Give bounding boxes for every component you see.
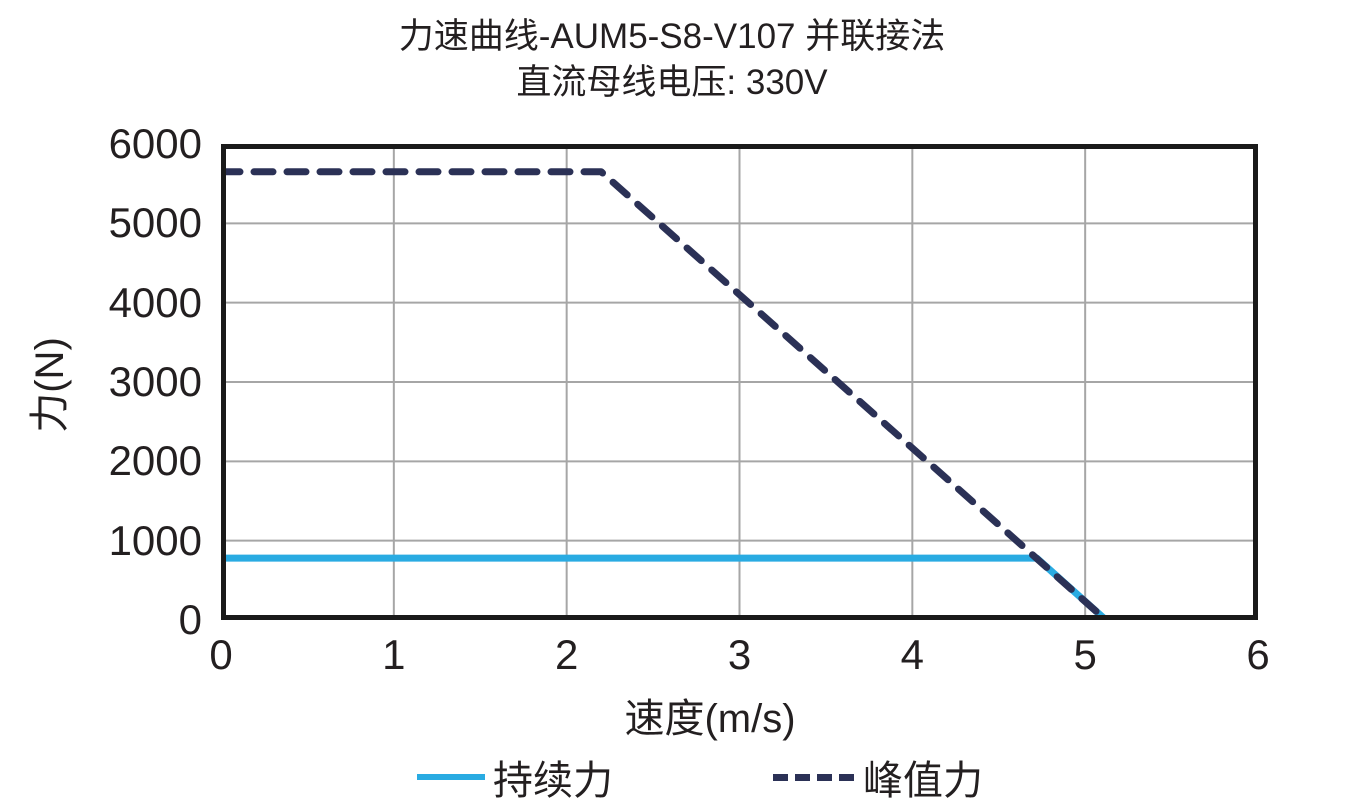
x-tick-label: 2 bbox=[554, 631, 579, 678]
y-axis-ticks: 0 1000 2000 3000 4000 5000 6000 bbox=[0, 123, 202, 641]
y-tick-label: 6000 bbox=[108, 120, 202, 167]
x-tick-label: 5 bbox=[1073, 631, 1097, 678]
series-line-0 bbox=[221, 554, 1110, 620]
x-axis-ticks: 0 1 2 3 4 5 6 bbox=[209, 631, 1269, 682]
legend-item-continuous-force: 持续力 bbox=[417, 748, 613, 806]
legend-item-peak-force: 峰值力 bbox=[773, 748, 983, 806]
x-tick-label: 1 bbox=[382, 631, 406, 678]
y-tick-label: 5000 bbox=[108, 199, 202, 247]
series-line-1 bbox=[221, 168, 1110, 620]
legend-label-peak-force: 峰值力 bbox=[863, 759, 983, 803]
x-tick-label: 3 bbox=[727, 631, 752, 678]
y-tick-label: 3000 bbox=[108, 358, 202, 405]
x-tick-label: 6 bbox=[1246, 631, 1270, 678]
legend-label-continuous-force: 持续力 bbox=[493, 759, 613, 803]
chart-subtitle: 直流母线电压: 330V bbox=[516, 63, 828, 103]
continuous-force-line-swatch bbox=[417, 774, 485, 780]
y-tick-label: 4000 bbox=[108, 278, 202, 326]
chart-title-block: 力速曲线-AUM5-S8-V107 并联接法 直流母线电压: 330V bbox=[399, 14, 945, 106]
plot-area bbox=[221, 144, 1258, 620]
y-tick-label: 2000 bbox=[108, 437, 202, 485]
chart-title: 力速曲线-AUM5-S8-V107 并联接法 bbox=[398, 17, 946, 56]
x-tick-label: 0 bbox=[209, 631, 233, 678]
peak-force-line-swatch bbox=[773, 773, 855, 781]
plot-border bbox=[221, 144, 1258, 620]
y-tick-label: 1000 bbox=[108, 516, 202, 564]
x-axis-label: 速度(m/s) bbox=[624, 697, 796, 741]
x-tick-label: 4 bbox=[900, 631, 925, 678]
legend: 持续力 峰值力 bbox=[417, 748, 983, 806]
y-tick-label: 0 bbox=[178, 596, 202, 643]
